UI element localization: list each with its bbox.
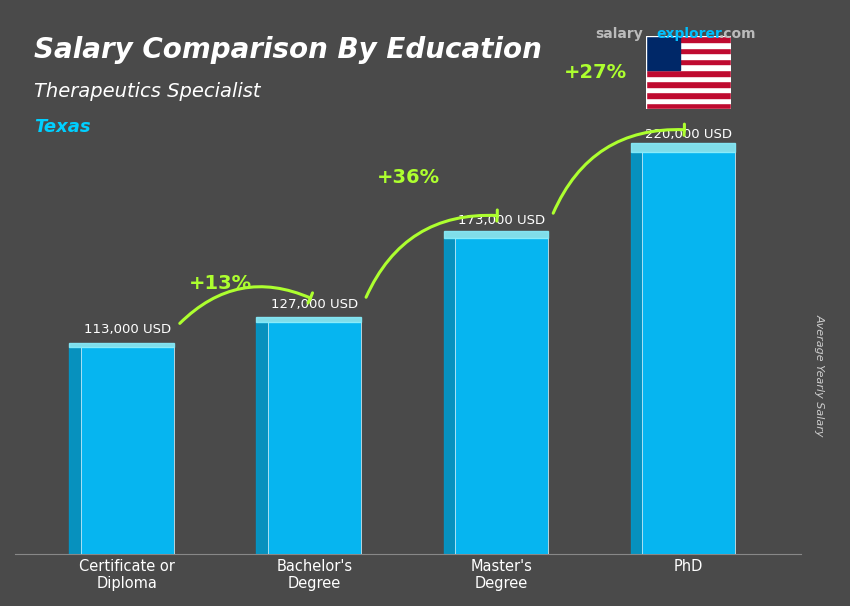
- Bar: [646, 104, 731, 109]
- Bar: [631, 143, 735, 152]
- Text: +13%: +13%: [190, 274, 252, 293]
- Bar: [257, 316, 361, 322]
- Text: Salary Comparison By Education: Salary Comparison By Education: [34, 36, 542, 64]
- Text: +36%: +36%: [377, 168, 439, 187]
- Bar: [646, 53, 731, 59]
- Bar: [646, 76, 731, 81]
- Text: Texas: Texas: [34, 118, 91, 136]
- Text: 173,000 USD: 173,000 USD: [458, 214, 545, 227]
- Bar: [69, 347, 81, 554]
- Bar: [646, 42, 731, 47]
- Bar: [646, 81, 731, 87]
- Bar: [646, 64, 731, 70]
- Bar: [642, 152, 735, 554]
- Bar: [646, 92, 731, 98]
- Text: 127,000 USD: 127,000 USD: [271, 298, 358, 311]
- Bar: [646, 47, 731, 53]
- Text: salary: salary: [595, 27, 643, 41]
- Bar: [631, 152, 642, 554]
- Bar: [646, 59, 731, 64]
- Bar: [646, 36, 731, 42]
- Text: Therapeutics Specialist: Therapeutics Specialist: [34, 82, 260, 101]
- Bar: [69, 343, 174, 347]
- Bar: [257, 322, 268, 554]
- Text: explorer: explorer: [656, 27, 722, 41]
- Bar: [444, 238, 455, 554]
- Text: Average Yearly Salary: Average Yearly Salary: [814, 315, 824, 437]
- Bar: [444, 231, 548, 238]
- Bar: [646, 70, 731, 76]
- Text: .com: .com: [718, 27, 756, 41]
- Text: 220,000 USD: 220,000 USD: [645, 128, 732, 141]
- Bar: [81, 347, 174, 554]
- Bar: [455, 238, 548, 554]
- Bar: [646, 36, 680, 70]
- Bar: [646, 87, 731, 92]
- Bar: [646, 98, 731, 104]
- Text: 113,000 USD: 113,000 USD: [83, 324, 171, 336]
- Bar: [268, 322, 361, 554]
- Text: +27%: +27%: [564, 64, 626, 82]
